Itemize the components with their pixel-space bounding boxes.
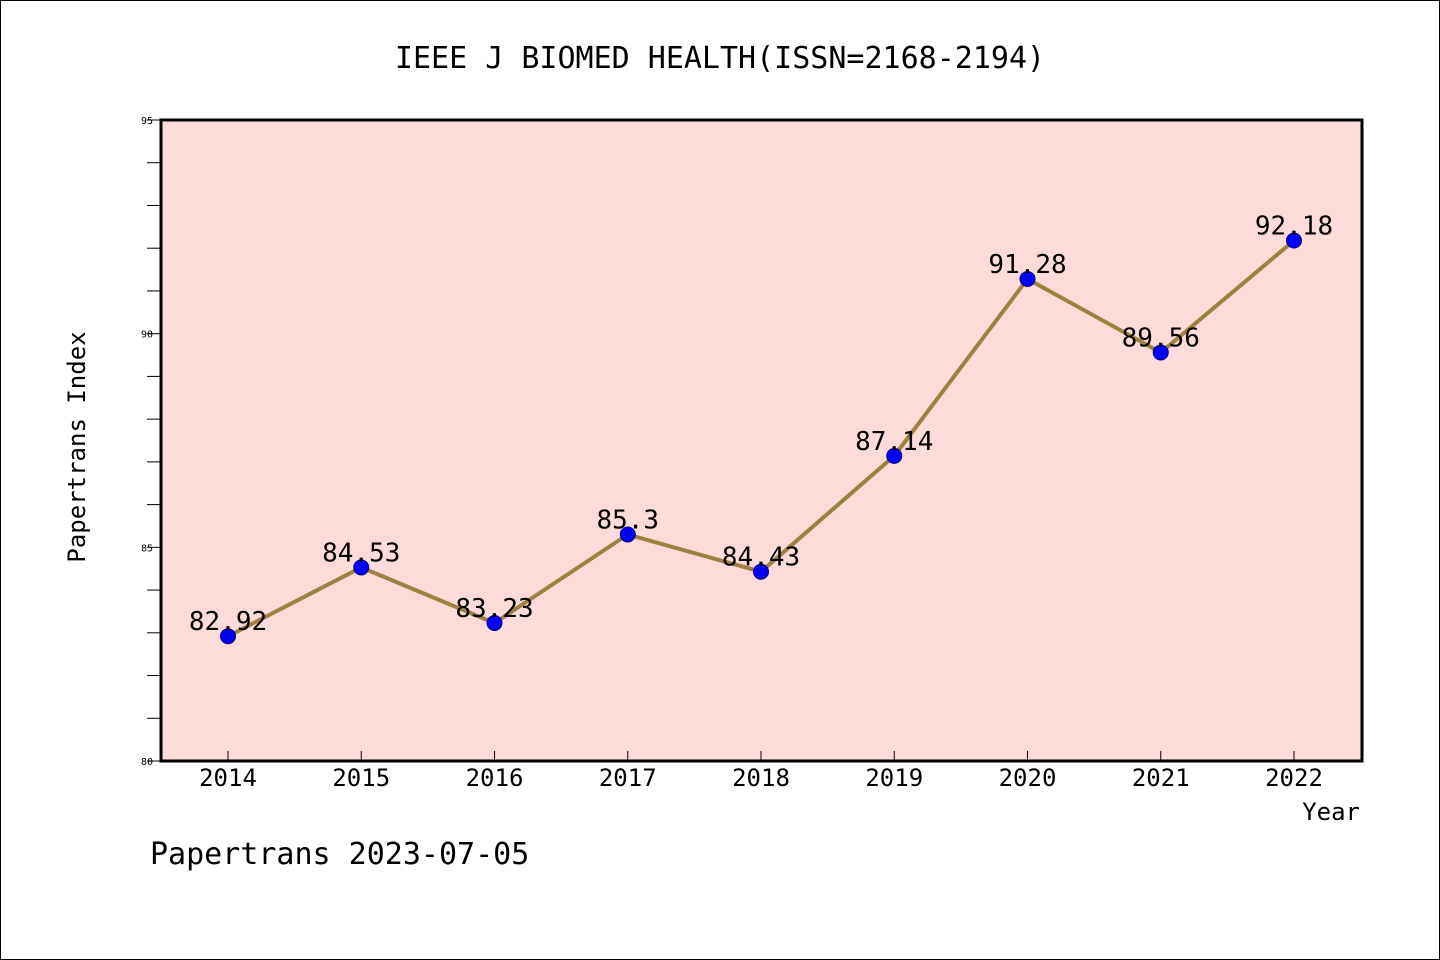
x-axis-ticks: 2014 2015 2016 2017 2018 2019 2020 2021 2022 bbox=[199, 751, 1323, 792]
data-label: 84.43 bbox=[722, 543, 800, 573]
data-label: 85.3 bbox=[596, 506, 659, 536]
x-tick-label: 2022 bbox=[1265, 764, 1323, 792]
y-axis-title: Papertrans Index bbox=[63, 331, 91, 562]
data-point-marker bbox=[1152, 344, 1169, 361]
data-label: 82.92 bbox=[189, 607, 267, 637]
x-tick-label: 2019 bbox=[865, 764, 923, 792]
y-tick-label: 95 bbox=[141, 116, 153, 127]
chart-title: IEEE J BIOMED HEALTH(ISSN=2168-2194) bbox=[395, 41, 1045, 76]
data-label: 91.28 bbox=[988, 250, 1066, 280]
data-label-group: 82.92 84.53 83.23 85.3 84.43 87.14 91.28 89.56 9… bbox=[189, 212, 1333, 638]
data-point-marker bbox=[1286, 232, 1302, 249]
series-marker-group bbox=[220, 232, 1302, 645]
x-tick-label: 2020 bbox=[999, 764, 1057, 792]
x-tick-label: 2014 bbox=[199, 764, 257, 792]
y-tick-label: 80 bbox=[141, 757, 153, 768]
data-label: 83.23 bbox=[455, 594, 533, 624]
footer-date-label: Papertrans 2023-07-05 bbox=[150, 837, 529, 872]
x-tick-label: 2016 bbox=[466, 764, 524, 792]
x-tick-label: 2018 bbox=[732, 764, 790, 792]
x-tick-label: 2021 bbox=[1132, 764, 1190, 792]
x-axis-title: Year bbox=[1302, 798, 1360, 826]
data-point-marker bbox=[220, 628, 236, 645]
data-point-marker bbox=[619, 526, 636, 543]
y-axis-ticks: 80 85 90 95 bbox=[141, 116, 161, 768]
data-label: 92.18 bbox=[1255, 212, 1333, 242]
x-tick-label: 2015 bbox=[332, 764, 390, 792]
y-tick-label: 90 bbox=[141, 330, 153, 341]
data-label: 87.14 bbox=[855, 427, 933, 457]
data-label: 84.53 bbox=[322, 538, 400, 568]
data-label: 89.56 bbox=[1122, 323, 1200, 353]
data-point-marker bbox=[886, 447, 903, 464]
data-point-marker bbox=[486, 614, 503, 631]
data-point-marker bbox=[1019, 270, 1036, 287]
data-point-marker bbox=[753, 563, 769, 580]
x-tick-label: 2017 bbox=[599, 764, 657, 792]
data-point-marker bbox=[353, 559, 370, 576]
plot-area bbox=[159, 118, 1364, 763]
y-tick-label: 85 bbox=[141, 543, 153, 554]
